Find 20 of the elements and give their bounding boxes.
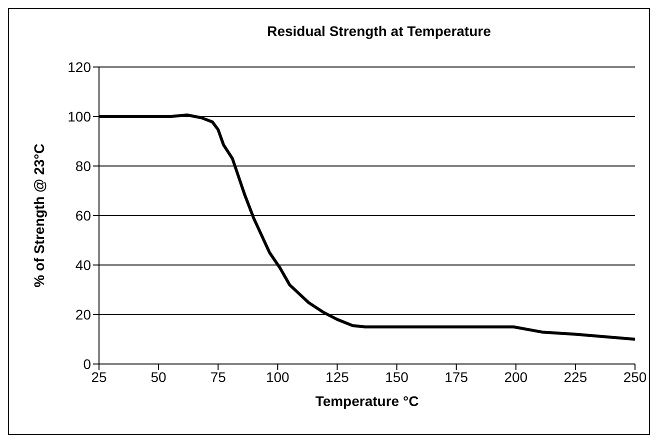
x-tick-label: 50 <box>150 368 167 385</box>
x-tick-label: 125 <box>326 368 350 385</box>
y-tick-label: 40 <box>75 256 92 273</box>
x-tick-label: 100 <box>266 368 290 385</box>
x-axis-title: Temperature °C <box>315 393 419 409</box>
y-tick-label: 0 <box>83 356 92 372</box>
x-tick-label: 225 <box>564 368 588 385</box>
x-tick-label: 75 <box>210 368 226 385</box>
y-tick-label: 60 <box>75 207 92 224</box>
y-tick-label: 120 <box>68 58 92 75</box>
y-tick-label: 20 <box>75 306 92 322</box>
y-tick-label: 80 <box>75 158 92 174</box>
x-tick-label: 200 <box>504 368 528 385</box>
chart-title: Residual Strength at Temperature <box>266 23 492 39</box>
y-tick-label: 100 <box>68 108 92 124</box>
x-tick-label: 175 <box>444 368 468 385</box>
x-tick-label: 25 <box>91 368 107 385</box>
x-tick-label: 250 <box>623 368 647 385</box>
y-axis-title: % of Strength @ 23°C <box>30 144 47 288</box>
x-tick-label: 150 <box>385 368 409 385</box>
